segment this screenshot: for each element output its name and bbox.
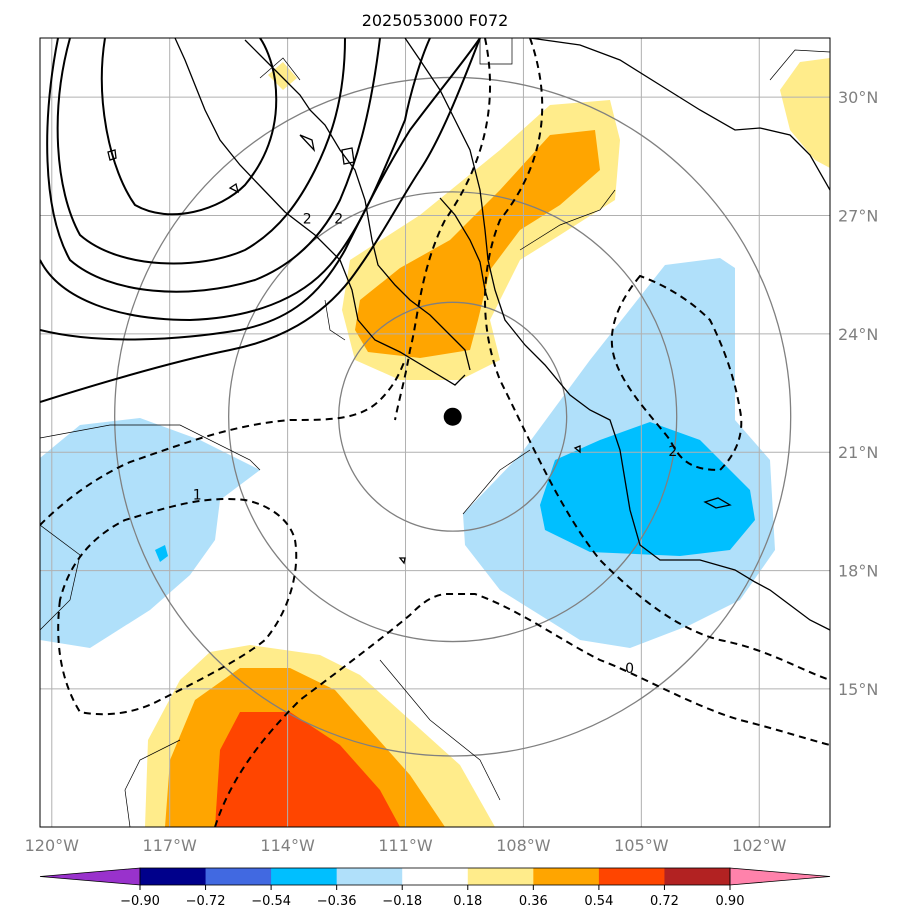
colorbar-tick-label: −0.72 <box>186 894 226 909</box>
lat-tick-label: 15°N <box>838 680 878 699</box>
contour-label: 0 <box>625 661 634 677</box>
colorbar-bin <box>664 868 731 885</box>
lat-tick-label: 18°N <box>838 562 878 581</box>
range-ring <box>338 301 568 532</box>
colorbar: −0.90 −0.72 −0.54 −0.36 −0.18 0.18 0.36 0.54 0.7… <box>39 867 831 909</box>
lon-tick-label: 111°W <box>378 836 433 855</box>
dashed-contour-south <box>214 593 830 827</box>
dashed-contour-center-west <box>40 359 406 526</box>
coastline-baja-west <box>174 38 466 386</box>
solid-contour-5 <box>40 38 481 341</box>
boundary-north-box <box>479 38 715 65</box>
lon-tick-label: 120°W <box>25 836 80 855</box>
colorbar-tick-label: −0.18 <box>382 894 422 909</box>
lon-tick-label: 114°W <box>260 836 315 855</box>
island-tres-marias <box>398 445 732 565</box>
coastlines <box>107 38 830 631</box>
colorbar-bin <box>336 868 403 885</box>
colorbar-tick-label: 0.54 <box>584 894 613 909</box>
lon-tick-label: 102°W <box>732 836 787 855</box>
lat-tick-label: 21°N <box>838 443 878 462</box>
colorbar-bin <box>598 868 665 885</box>
dashed-contour-west-loop <box>57 498 298 716</box>
political-boundaries <box>40 38 830 827</box>
contour-labels: 2 2 1 2 0 <box>193 211 677 677</box>
boundary-northeast <box>769 49 830 81</box>
anomaly-region-yellow-northeast <box>780 58 830 168</box>
range-rings <box>114 76 792 757</box>
lon-tick-label: 105°W <box>614 836 669 855</box>
chart-title: 2025053000 F072 <box>362 11 509 30</box>
colorbar-tick-label: −0.54 <box>251 894 291 909</box>
dashed-contour-east-trough <box>484 38 830 681</box>
colorbar-bin <box>467 868 534 885</box>
anomaly-region-light-blue-southwest-fleck <box>155 545 168 562</box>
colorbar-tick-label: 0.18 <box>453 894 482 909</box>
lon-tick-label: 117°W <box>143 836 198 855</box>
contour-label: 2 <box>334 211 343 227</box>
colorbar-bin <box>402 868 469 885</box>
lat-tick-label: 30°N <box>838 88 878 107</box>
boundary-west <box>40 424 261 631</box>
colorbar-tick-label: −0.90 <box>120 894 160 909</box>
solid-contour-2 <box>56 38 346 265</box>
contour-label: 2 <box>303 211 312 227</box>
colorbar-bin <box>533 868 600 885</box>
contour-label: 1 <box>193 488 202 504</box>
longitude-tick-labels: 120°W 117°W 114°W 111°W 108°W 105°W 102°W <box>25 836 787 855</box>
colorbar-bin <box>205 868 272 885</box>
colorbar-bin <box>140 868 207 885</box>
lat-tick-label: 24°N <box>838 325 878 344</box>
map-plot-area: 2 2 1 2 0 <box>40 38 830 827</box>
solid-contour-6 <box>40 38 481 403</box>
solid-contour-3 <box>46 38 381 293</box>
storm-center-marker <box>443 407 462 426</box>
boundary-east <box>462 449 531 515</box>
colorbar-outline <box>139 867 731 886</box>
colorbar-extend-high <box>729 867 831 886</box>
range-ring <box>228 191 678 643</box>
coastline-gulf-east-shore <box>404 38 830 631</box>
colorbar-bin <box>271 868 338 885</box>
solid-contours <box>40 38 481 403</box>
anomaly-region-blue-core <box>540 422 755 556</box>
coastline-gulf-west-shore <box>244 39 471 371</box>
lat-tick-label: 27°N <box>838 207 878 226</box>
anomaly-region-red-south <box>215 712 400 827</box>
contour-label: 2 <box>668 444 677 460</box>
dashed-contour-north-south <box>394 38 491 421</box>
boundary-northwest-triangle <box>259 57 301 81</box>
anomaly-region-orange-north <box>355 130 600 358</box>
colorbar-extend-low <box>39 867 141 886</box>
range-ring <box>114 76 792 757</box>
anomaly-region-light-blue-west <box>40 418 260 648</box>
lon-tick-label: 108°W <box>496 836 551 855</box>
map-gridlines <box>40 38 830 827</box>
dashed-contour-east-loop <box>610 274 743 472</box>
colorbar-tick-label: 0.90 <box>716 894 745 909</box>
coastline-northeast <box>529 38 830 191</box>
solid-contour-1 <box>100 38 278 216</box>
colorbar-tick-label: −0.36 <box>317 894 357 909</box>
island-cluster-west <box>107 134 355 194</box>
latitude-tick-labels: 30°N 27°N 24°N 21°N 18°N 15°N <box>838 88 878 699</box>
colorbar-tick-label: 0.36 <box>519 894 548 909</box>
dashed-contours <box>40 38 830 827</box>
solid-contour-4 <box>40 38 431 322</box>
map-frame <box>39 37 831 828</box>
colorbar-tick-label: 0.72 <box>650 894 679 909</box>
anomaly-region-yellow-northwest-fleck <box>268 62 297 90</box>
boundary-gulf-inner <box>324 189 616 341</box>
boundary-south <box>124 659 501 827</box>
